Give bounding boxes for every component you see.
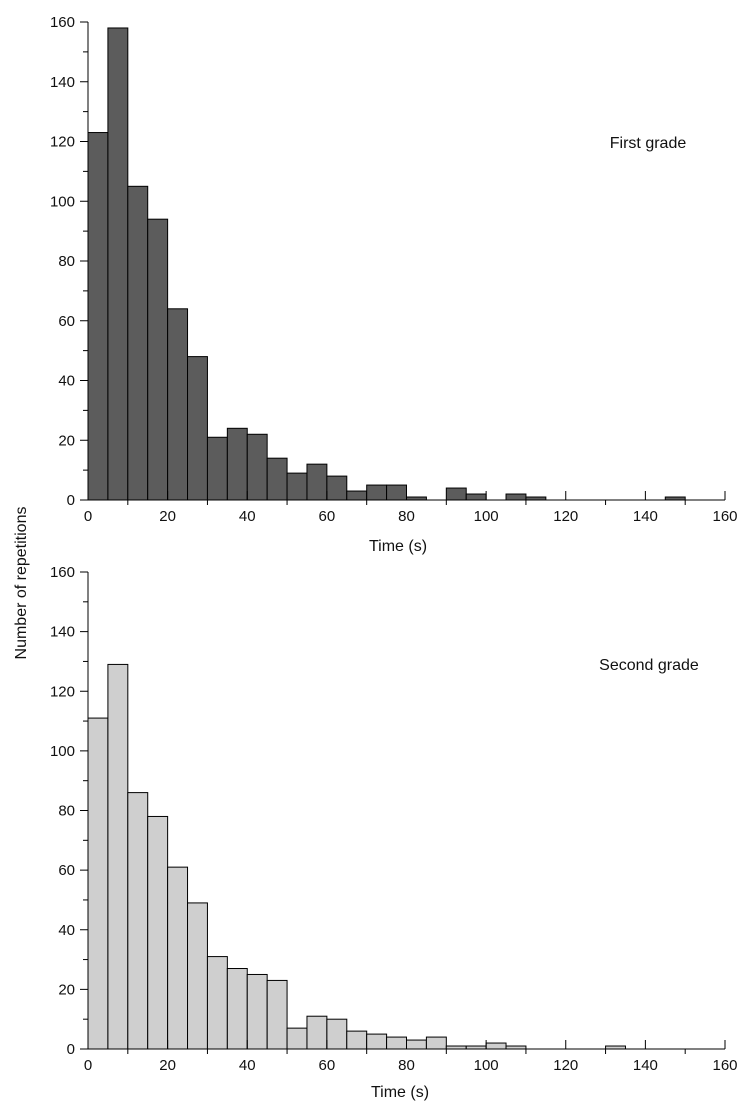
axes-second-grade: 0 20 40 60 80 100 120 140 160 0 20 40 60 80 100 120 140 1…	[50, 564, 738, 1074]
x-tick-label-first-grade-0: 0	[84, 508, 92, 525]
bar-first-grade-50	[286, 472, 308, 501]
bar-first-grade-60	[326, 475, 348, 501]
x-tick-label-second-grade-80: 80	[398, 1057, 415, 1074]
y-tick-label-first-grade-160: 160	[50, 14, 75, 31]
y-tick-label-second-grade-40: 40	[58, 922, 75, 939]
x-tick-label-second-grade-0: 0	[84, 1057, 92, 1074]
y-tick-label-first-grade-60: 60	[58, 313, 75, 330]
bar-first-grade-20	[167, 308, 189, 501]
bar-first-grade-75	[386, 484, 407, 501]
panel-label-second-grade: Second grade	[599, 657, 699, 674]
y-tick-label-first-grade-80: 80	[58, 253, 75, 270]
bar-first-grade-35	[226, 427, 248, 501]
bar-second-grade-20	[167, 866, 189, 1050]
bar-second-grade-5	[107, 663, 129, 1050]
y-tick-label-second-grade-100: 100	[50, 743, 75, 760]
bar-first-grade-10	[127, 185, 149, 501]
x-axis-label-second-grade: Time (s)	[371, 1084, 429, 1101]
y-tick-label-first-grade-40: 40	[58, 373, 75, 390]
bar-first-grade-40	[246, 433, 268, 501]
y-tick-label-second-grade-0: 0	[67, 1041, 75, 1058]
x-tick-label-first-grade-60: 60	[319, 508, 336, 525]
bar-first-grade-25	[187, 356, 208, 501]
bar-second-grade-50	[286, 1027, 308, 1050]
bar-second-grade-60	[326, 1018, 348, 1050]
bar-first-grade-0	[87, 132, 109, 501]
bar-second-grade-35	[226, 968, 248, 1050]
bar-second-grade-40	[246, 973, 268, 1050]
x-tick-label-second-grade-160: 160	[712, 1057, 737, 1074]
bar-first-grade-15	[147, 218, 169, 501]
bar-second-grade-80	[406, 1039, 427, 1050]
x-tick-label-first-grade-160: 160	[712, 508, 737, 525]
y-tick-label-first-grade-120: 120	[50, 134, 75, 151]
x-tick-label-second-grade-100: 100	[474, 1057, 499, 1074]
panel-label-first-grade: First grade	[610, 135, 687, 152]
x-tick-label-second-grade-140: 140	[633, 1057, 658, 1074]
panel-second-grade: 0 20 40 60 80 100 120 140 160 0 20 40 60 80 100 120 140 1…	[50, 564, 738, 1101]
y-tick-label-second-grade-140: 140	[50, 624, 75, 641]
bar-second-grade-85	[425, 1036, 447, 1050]
bar-second-grade-45	[266, 979, 288, 1050]
bar-second-grade-15	[147, 815, 169, 1050]
y-tick-label-first-grade-100: 100	[50, 193, 75, 210]
x-tick-label-first-grade-120: 120	[553, 508, 578, 525]
bar-second-grade-0	[87, 717, 109, 1050]
y-axis-label: Number of repetitions	[13, 507, 30, 660]
x-tick-label-first-grade-100: 100	[474, 508, 499, 525]
bar-first-grade-65	[346, 490, 368, 501]
bar-second-grade-75	[386, 1036, 407, 1050]
x-tick-label-second-grade-120: 120	[553, 1057, 578, 1074]
y-tick-label-second-grade-80: 80	[58, 803, 75, 820]
bar-series-second-grade	[87, 663, 626, 1050]
bar-first-grade-95	[465, 493, 487, 501]
x-tick-label-first-grade-140: 140	[633, 508, 658, 525]
y-tick-label-first-grade-20: 20	[58, 432, 75, 449]
y-tick-label-second-grade-160: 160	[50, 564, 75, 581]
y-tick-label-first-grade-140: 140	[50, 74, 75, 91]
bar-second-grade-10	[127, 792, 149, 1050]
bar-series-first-grade	[87, 27, 686, 501]
bar-second-grade-55	[306, 1015, 328, 1050]
y-tick-label-second-grade-120: 120	[50, 683, 75, 700]
bar-first-grade-55	[306, 463, 328, 501]
y-tick-label-second-grade-60: 60	[58, 862, 75, 879]
y-tick-label-second-grade-20: 20	[58, 981, 75, 998]
x-tick-label-first-grade-40: 40	[239, 508, 256, 525]
x-tick-label-first-grade-80: 80	[398, 508, 415, 525]
panel-first-grade: 0 20 40 60 80 100 120 140 160 0 20 40 60 80 100 120 140 1…	[50, 14, 738, 555]
x-tick-label-first-grade-20: 20	[159, 508, 176, 525]
x-tick-label-second-grade-40: 40	[239, 1057, 256, 1074]
bar-second-grade-65	[346, 1030, 368, 1050]
x-tick-label-second-grade-60: 60	[319, 1057, 336, 1074]
y-tick-label-first-grade-0: 0	[67, 492, 75, 509]
bar-first-grade-105	[505, 493, 527, 501]
bar-second-grade-25	[187, 902, 208, 1050]
bar-second-grade-30	[206, 956, 228, 1050]
bar-first-grade-30	[206, 436, 228, 501]
bar-first-grade-70	[366, 484, 388, 501]
bar-second-grade-100	[485, 1042, 507, 1050]
bar-second-grade-70	[366, 1033, 388, 1050]
bar-first-grade-45	[266, 457, 288, 501]
bar-first-grade-5	[107, 27, 129, 501]
bar-first-grade-90	[445, 487, 467, 501]
x-tick-label-second-grade-20: 20	[159, 1057, 176, 1074]
x-axis-label-first-grade: Time (s)	[369, 538, 427, 555]
axes-first-grade: 0 20 40 60 80 100 120 140 160 0 20 40 60 80 100 120 140 1…	[50, 14, 738, 525]
